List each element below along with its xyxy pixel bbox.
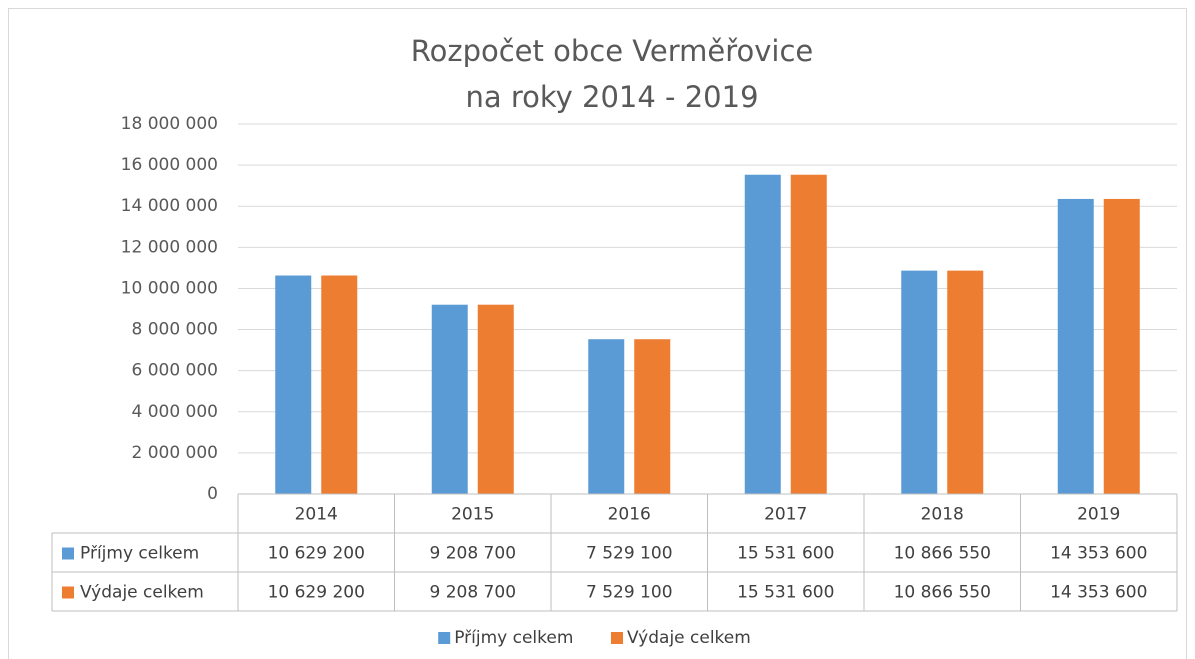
table-value: 10 866 550 (894, 583, 991, 603)
y-tick-label: 0 (207, 484, 218, 504)
x-tick-label: 2018 (921, 505, 964, 525)
legend-key (611, 632, 623, 644)
bar (588, 339, 625, 494)
row-label: Výdaje celkem (80, 583, 204, 603)
legend-key (62, 547, 74, 560)
legend-label: Výdaje celkem (627, 628, 751, 648)
bar (744, 174, 781, 495)
bar (275, 275, 312, 494)
row-label: Příjmy celkem (80, 544, 199, 564)
y-tick-label: 12 000 000 (121, 237, 218, 257)
y-tick-label: 4 000 000 (131, 402, 218, 422)
bar (477, 304, 514, 494)
y-tick-label: 18 000 000 (121, 114, 218, 134)
x-tick-label: 2015 (451, 505, 494, 525)
bar (431, 304, 468, 494)
y-tick-label: 14 000 000 (121, 196, 218, 216)
bar (947, 270, 984, 494)
table-value: 14 353 600 (1050, 583, 1147, 603)
table-value: 7 529 100 (586, 583, 673, 603)
x-tick-label: 2017 (764, 505, 807, 525)
x-tick-label: 2014 (295, 505, 338, 525)
table-value: 14 353 600 (1050, 544, 1147, 564)
y-tick-label: 2 000 000 (131, 443, 218, 463)
chart-title: Rozpočet obce Verměřovice (411, 34, 813, 68)
bar (634, 339, 671, 494)
y-tick-label: 8 000 000 (131, 320, 218, 340)
bar (790, 174, 827, 495)
bar (1103, 198, 1140, 494)
table-value: 10 629 200 (268, 583, 365, 603)
legend-label: Příjmy celkem (454, 628, 573, 648)
x-tick-label: 2019 (1077, 505, 1120, 525)
bar (1057, 198, 1094, 494)
bar (901, 270, 938, 494)
table-value: 7 529 100 (586, 544, 673, 564)
table-value: 15 531 600 (737, 544, 834, 564)
chart-title: na roky 2014 - 2019 (465, 80, 758, 114)
table-value: 10 629 200 (268, 544, 365, 564)
x-tick-label: 2016 (608, 505, 651, 525)
table-value: 15 531 600 (737, 583, 834, 603)
table-value: 9 208 700 (429, 544, 516, 564)
bar (321, 275, 358, 494)
legend-key (62, 586, 74, 599)
chart-border (8, 8, 1187, 659)
y-tick-label: 6 000 000 (131, 361, 218, 381)
legend-key (438, 632, 451, 644)
table-value: 10 866 550 (894, 544, 991, 564)
table-value: 9 208 700 (429, 583, 516, 603)
y-tick-label: 16 000 000 (121, 155, 218, 175)
y-tick-label: 10 000 000 (121, 278, 218, 298)
